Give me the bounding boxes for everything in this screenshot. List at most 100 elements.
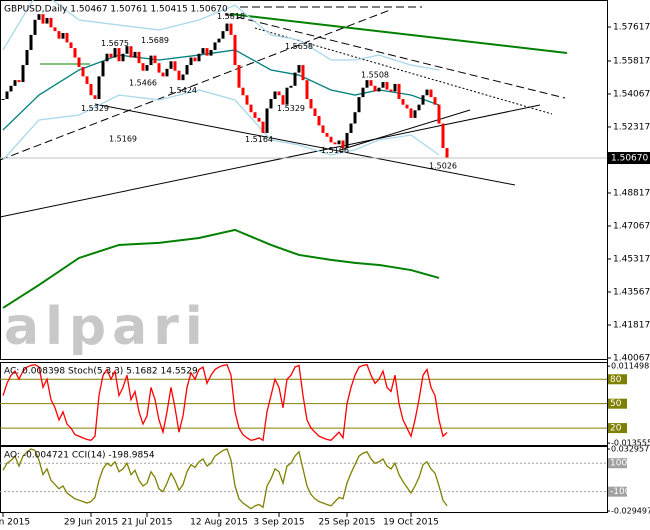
y-tick-label: -100 xyxy=(610,487,631,497)
candle xyxy=(353,112,357,124)
candle xyxy=(313,108,317,116)
x-tick-label: 19 Oct 2015 xyxy=(383,518,439,528)
candle xyxy=(321,125,325,133)
panel-title: AC: 0.008398 Stoch(5,3,3) 5.1682 14.5529 xyxy=(4,367,198,377)
candle xyxy=(93,95,97,100)
trend-line xyxy=(229,13,568,54)
candle xyxy=(105,53,109,62)
candle xyxy=(265,108,269,133)
y-tick-label: 80 xyxy=(610,375,622,385)
candle xyxy=(381,82,385,88)
candle xyxy=(309,99,313,109)
candle xyxy=(117,48,121,62)
y-tick-label: 1.47067 xyxy=(613,221,650,231)
candle xyxy=(341,140,345,149)
chart-title: GBPUSD,Daily 1.50467 1.50761 1.50415 1.5… xyxy=(4,5,228,15)
candle xyxy=(385,82,389,90)
candle xyxy=(33,19,37,35)
trend-line xyxy=(339,109,471,151)
candle xyxy=(205,48,209,56)
price-annotation: 1.5675 xyxy=(101,39,129,48)
tick-box xyxy=(607,423,627,434)
candle xyxy=(237,65,241,88)
y-tick-label: 1.52317 xyxy=(613,122,650,132)
candle xyxy=(429,89,433,98)
candle xyxy=(53,27,57,32)
panel-title: AO: -0.004721 CCI(14) -198.9854 xyxy=(4,451,155,461)
candle xyxy=(69,42,73,49)
candle xyxy=(441,123,445,149)
series-line xyxy=(2,0,440,71)
price-annotation: 1.5424 xyxy=(169,86,197,95)
tick-box xyxy=(607,486,627,497)
current-price-box xyxy=(607,152,650,165)
candle xyxy=(189,57,193,66)
tick-box xyxy=(607,458,627,469)
candle xyxy=(73,48,77,58)
candle xyxy=(225,23,229,32)
candle xyxy=(61,33,65,39)
candle xyxy=(97,76,101,100)
y2-tick-label: -0.013555 xyxy=(611,439,650,448)
y-tick-label: 1.41817 xyxy=(613,320,650,330)
price-annotation: 1.5658 xyxy=(285,42,313,51)
candle xyxy=(281,95,285,105)
trend-line xyxy=(0,104,541,218)
candle xyxy=(245,95,249,105)
y2-tick-label: 0.032957 xyxy=(611,445,649,454)
series-line xyxy=(2,363,448,442)
price-annotation: 1.5689 xyxy=(141,36,169,45)
candle xyxy=(1,99,5,101)
candle xyxy=(65,33,69,43)
candle xyxy=(361,87,365,98)
y-tick-label: 1.45317 xyxy=(613,254,650,264)
candle xyxy=(185,65,189,75)
candle xyxy=(157,63,161,73)
candle xyxy=(297,65,301,73)
price-annotation: 1.5329 xyxy=(81,104,109,113)
candle xyxy=(293,72,297,86)
candle xyxy=(349,123,353,133)
candle xyxy=(13,80,17,86)
candle xyxy=(85,76,89,84)
candle xyxy=(373,85,377,92)
candle xyxy=(17,80,21,83)
candle xyxy=(301,65,305,81)
price-annotation: 1.5466 xyxy=(129,78,157,87)
x-tick-label: 15 Jun 2015 xyxy=(0,518,30,528)
y-tick-label: 100 xyxy=(610,459,627,469)
tick-box xyxy=(607,374,627,385)
trend-line xyxy=(254,27,553,115)
candle xyxy=(305,80,309,100)
x-tick-label: 29 Jun 2015 xyxy=(64,518,118,528)
y-tick-label: 1.57617 xyxy=(613,23,650,33)
candle xyxy=(161,72,165,77)
candle xyxy=(401,99,405,105)
candle xyxy=(409,108,413,118)
x-tick-label: 12 Aug 2015 xyxy=(190,518,248,528)
y-tick-label: 1.54067 xyxy=(613,89,650,99)
candle xyxy=(229,23,233,35)
x-tick-label: 25 Sep 2015 xyxy=(318,518,375,528)
candle xyxy=(209,49,213,56)
y-tick-label: 50 xyxy=(610,399,622,409)
candle xyxy=(389,89,393,92)
candle xyxy=(417,104,421,111)
y-tick-label: 1.40067 xyxy=(613,353,650,363)
candle xyxy=(41,14,45,24)
candle xyxy=(221,31,225,39)
candle xyxy=(261,121,265,133)
candle xyxy=(425,89,429,96)
trend-line xyxy=(94,103,516,186)
price-annotation: 1.5164 xyxy=(245,135,273,144)
candle xyxy=(437,104,441,124)
candle xyxy=(397,83,401,100)
candle xyxy=(345,132,349,149)
current-price-label: 1.50670 xyxy=(611,154,648,164)
candle xyxy=(277,91,281,96)
candle xyxy=(169,61,173,69)
candle xyxy=(37,14,41,20)
candle xyxy=(49,17,53,28)
candle xyxy=(325,132,329,137)
